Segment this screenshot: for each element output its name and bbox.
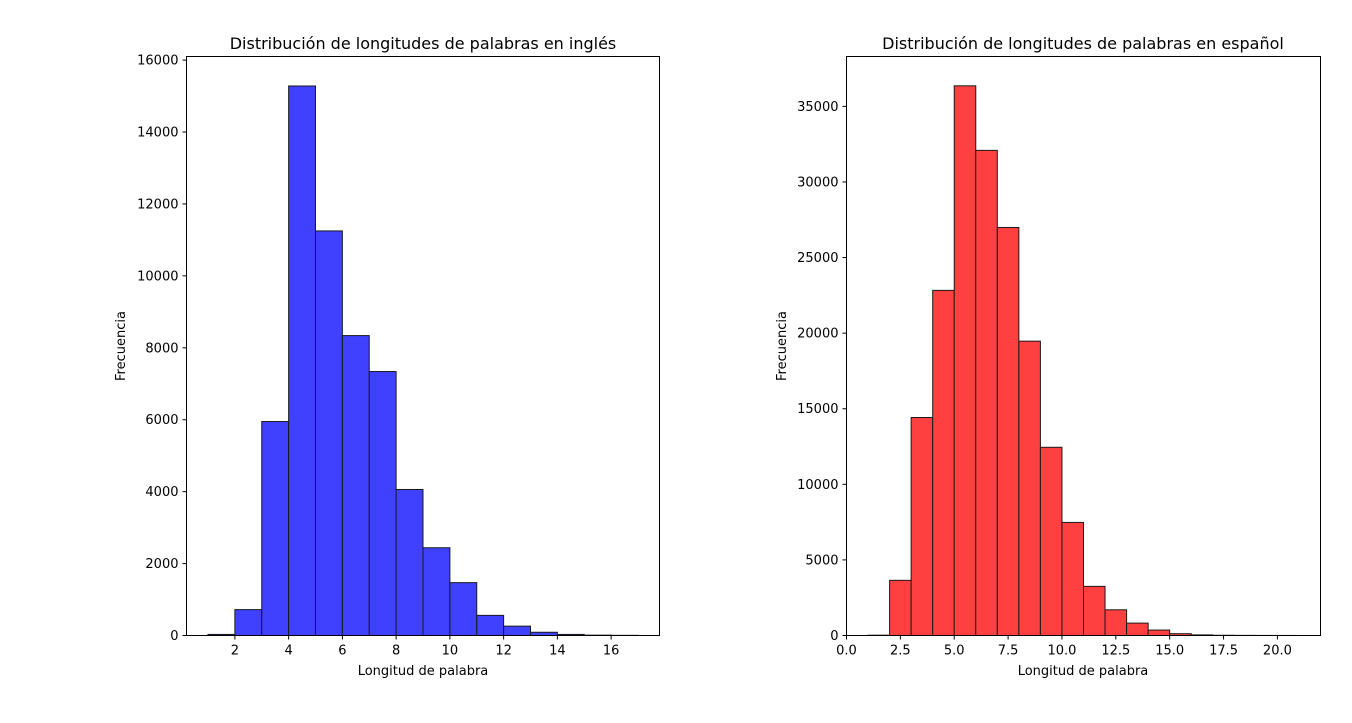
x-tick-label: 6 bbox=[338, 644, 346, 659]
x-tick-label: 15.0 bbox=[1155, 644, 1184, 659]
y-tick-label: 25000 bbox=[797, 251, 838, 266]
y-tick-label: 5000 bbox=[805, 553, 838, 568]
histogram-bar bbox=[395, 488, 424, 636]
bars bbox=[207, 85, 639, 637]
chart-english: Distribución de longitudes de palabras e… bbox=[114, 34, 660, 679]
histogram-bar bbox=[932, 289, 955, 636]
y-axis-label: Frecuencia bbox=[775, 311, 790, 381]
x-tick-label: 14 bbox=[549, 644, 566, 659]
histogram-bar bbox=[1083, 585, 1106, 637]
y-tick-label: 6000 bbox=[145, 413, 178, 428]
y-tick-label: 14000 bbox=[137, 126, 178, 141]
y-tick-label: 10000 bbox=[137, 269, 178, 284]
histogram-bar bbox=[288, 85, 316, 636]
y-tick-label: 10000 bbox=[797, 478, 838, 493]
y-tick-label: 35000 bbox=[797, 100, 838, 115]
histogram-bar bbox=[1061, 521, 1085, 636]
histogram-bar bbox=[234, 609, 263, 636]
plot-frame bbox=[186, 56, 660, 636]
x-tick-label: 17.5 bbox=[1209, 644, 1238, 659]
histogram-bar bbox=[1039, 446, 1063, 636]
x-tick-label: 4 bbox=[284, 644, 292, 659]
x-tick-label: 2 bbox=[231, 644, 239, 659]
x-tick-label: 10.0 bbox=[1047, 644, 1076, 659]
histogram-bar bbox=[261, 421, 290, 636]
x-tick-label: 7.5 bbox=[998, 644, 1019, 659]
y-tick-label: 2000 bbox=[145, 557, 178, 572]
histogram-bar bbox=[449, 582, 478, 636]
histogram-bar bbox=[476, 614, 505, 636]
chart-spanish: Distribución de longitudes de palabras e… bbox=[775, 34, 1321, 679]
x-tick-label: 8 bbox=[392, 644, 400, 659]
y-tick-label: 4000 bbox=[145, 485, 178, 500]
x-ticks: 2 4 6 8 10 12 14 16 bbox=[231, 635, 620, 659]
y-tick-label: 0 bbox=[830, 629, 838, 644]
y-tick-label: 16000 bbox=[137, 54, 178, 69]
plot-frame bbox=[846, 56, 1321, 636]
histogram-bar bbox=[1126, 622, 1149, 636]
y-tick-label: 12000 bbox=[137, 197, 178, 212]
x-tick-label: 12.5 bbox=[1101, 644, 1130, 659]
histogram-bar bbox=[975, 149, 998, 636]
x-ticks: 0.0 2.5 5.0 7.5 10.0 12.5 15.0 17.5 20.0 bbox=[836, 635, 1292, 659]
x-tick-label: 12 bbox=[495, 644, 512, 659]
histogram-bar bbox=[422, 547, 451, 636]
y-axis-label: Frecuencia bbox=[114, 311, 129, 381]
histogram-bar bbox=[1104, 609, 1128, 636]
x-tick-label: 5.0 bbox=[944, 644, 965, 659]
x-axis-label: Longitud de palabra bbox=[358, 664, 489, 679]
x-tick-label: 0.0 bbox=[836, 644, 857, 659]
histogram-bar bbox=[315, 230, 343, 636]
x-tick-label: 2.5 bbox=[890, 644, 911, 659]
y-ticks: 0 2000 4000 6000 8000 10000 12000 14000 16000 bbox=[137, 54, 187, 644]
x-tick-label: 10 bbox=[442, 644, 459, 659]
y-tick-label: 8000 bbox=[145, 341, 178, 356]
histogram-bar bbox=[910, 417, 934, 636]
y-tick-label: 15000 bbox=[797, 402, 838, 417]
histogram-bar bbox=[1018, 340, 1041, 636]
x-axis-label: Longitud de palabra bbox=[1018, 664, 1149, 679]
histogram-bar bbox=[996, 226, 1020, 636]
histogram-bar bbox=[1147, 629, 1171, 636]
histogram-bar bbox=[953, 85, 977, 636]
histogram-bar bbox=[368, 371, 397, 636]
x-tick-label: 20.0 bbox=[1263, 644, 1292, 659]
histogram-bar bbox=[341, 335, 370, 636]
histogram-bar bbox=[889, 579, 912, 637]
chart-title: Distribución de longitudes de palabras e… bbox=[882, 34, 1284, 53]
chart-title: Distribución de longitudes de palabras e… bbox=[230, 34, 617, 53]
y-tick-label: 30000 bbox=[797, 175, 838, 190]
x-tick-label: 16 bbox=[603, 644, 620, 659]
y-tick-label: 0 bbox=[170, 629, 178, 644]
y-tick-label: 20000 bbox=[797, 327, 838, 342]
y-ticks: 0 5000 10000 15000 20000 25000 30000 35000 bbox=[797, 100, 847, 644]
histogram-bar bbox=[503, 625, 531, 637]
